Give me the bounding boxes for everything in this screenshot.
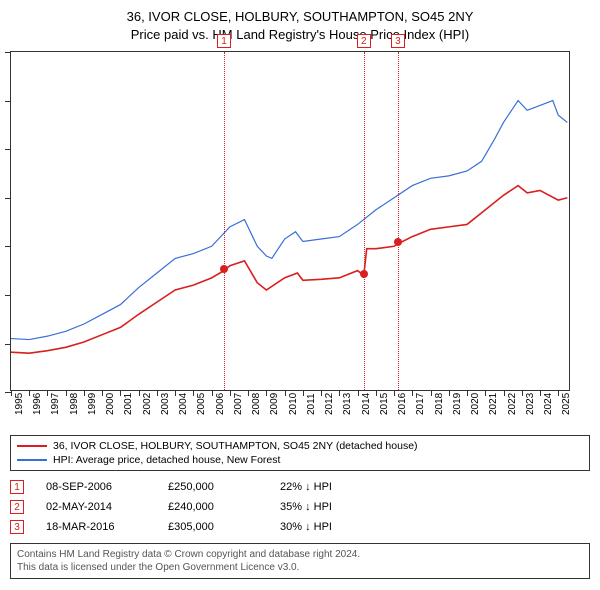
event-price: £305,000 (168, 521, 258, 533)
event-marker-box: 2 (357, 34, 371, 48)
x-axis-label: 2002 (142, 393, 153, 415)
price-chart: £0£100K£200K£300K£400K£500K£600K£700K199… (10, 51, 570, 391)
event-price: £240,000 (168, 501, 258, 513)
legend-label: 36, IVOR CLOSE, HOLBURY, SOUTHAMPTON, SO… (53, 440, 418, 452)
x-axis-label: 2013 (342, 393, 353, 415)
x-axis-label: 2015 (379, 393, 390, 415)
x-axis-label: 2014 (361, 393, 372, 415)
footer-line2: This data is licensed under the Open Gov… (17, 561, 583, 574)
x-axis-label: 2017 (415, 393, 426, 415)
price-point-marker (394, 238, 402, 246)
table-row: 1 08-SEP-2006 £250,000 22% ↓ HPI (10, 477, 590, 497)
table-row: 2 02-MAY-2014 £240,000 35% ↓ HPI (10, 497, 590, 517)
event-delta: 22% ↓ HPI (280, 481, 332, 493)
event-delta: 30% ↓ HPI (280, 521, 332, 533)
x-axis-label: 2009 (269, 393, 280, 415)
x-axis-label: 2022 (507, 393, 518, 415)
x-axis-label: 1997 (50, 393, 61, 415)
x-axis-label: 2024 (543, 393, 554, 415)
legend: 36, IVOR CLOSE, HOLBURY, SOUTHAMPTON, SO… (10, 435, 590, 471)
event-date: 08-SEP-2006 (46, 481, 146, 493)
x-axis-label: 1996 (32, 393, 43, 415)
price-point-marker (220, 265, 228, 273)
x-axis-label: 2016 (397, 393, 408, 415)
event-delta: 35% ↓ HPI (280, 501, 332, 513)
series-hpi (11, 101, 567, 340)
x-axis-label: 2000 (105, 393, 116, 415)
x-axis-label: 2004 (178, 393, 189, 415)
x-axis-label: 2019 (452, 393, 463, 415)
chart-title: 36, IVOR CLOSE, HOLBURY, SOUTHAMPTON, SO… (10, 8, 590, 43)
event-table: 1 08-SEP-2006 £250,000 22% ↓ HPI 2 02-MAY-201… (10, 477, 590, 537)
table-row: 3 18-MAR-2016 £305,000 30% ↓ HPI (10, 517, 590, 537)
event-date: 02-MAY-2014 (46, 501, 146, 513)
series-property (11, 186, 567, 354)
event-number-box: 2 (10, 500, 24, 514)
event-marker-box: 3 (391, 34, 405, 48)
x-axis-label: 2012 (324, 393, 335, 415)
x-axis-label: 2018 (434, 393, 445, 415)
legend-swatch (17, 445, 47, 447)
x-axis-label: 1995 (14, 393, 25, 415)
x-axis-label: 2008 (251, 393, 262, 415)
x-axis-label: 2005 (196, 393, 207, 415)
legend-swatch (17, 459, 47, 461)
x-axis-label: 2006 (215, 393, 226, 415)
event-number-box: 1 (10, 480, 24, 494)
title-line1: 36, IVOR CLOSE, HOLBURY, SOUTHAMPTON, SO… (10, 8, 590, 26)
title-line2: Price paid vs. HM Land Registry's House … (10, 26, 590, 44)
x-axis-label: 2001 (123, 393, 134, 415)
event-price: £250,000 (168, 481, 258, 493)
event-marker-box: 1 (217, 34, 231, 48)
x-axis-label: 1998 (69, 393, 80, 415)
legend-row: 36, IVOR CLOSE, HOLBURY, SOUTHAMPTON, SO… (17, 439, 583, 453)
x-axis-label: 2025 (561, 393, 572, 415)
event-line (224, 52, 225, 390)
x-axis-label: 1999 (87, 393, 98, 415)
event-date: 18-MAR-2016 (46, 521, 146, 533)
legend-row: HPI: Average price, detached house, New … (17, 453, 583, 467)
price-point-marker (360, 270, 368, 278)
event-line (364, 52, 365, 390)
x-axis-label: 2003 (160, 393, 171, 415)
footer: Contains HM Land Registry data © Crown c… (10, 543, 590, 579)
x-axis-label: 2020 (470, 393, 481, 415)
x-axis-label: 2021 (488, 393, 499, 415)
event-line (398, 52, 399, 390)
x-axis-label: 2010 (288, 393, 299, 415)
footer-line1: Contains HM Land Registry data © Crown c… (17, 548, 583, 561)
x-axis-label: 2023 (525, 393, 536, 415)
x-axis-label: 2007 (233, 393, 244, 415)
legend-label: HPI: Average price, detached house, New … (53, 454, 280, 466)
x-axis-label: 2011 (306, 394, 317, 416)
event-number-box: 3 (10, 520, 24, 534)
